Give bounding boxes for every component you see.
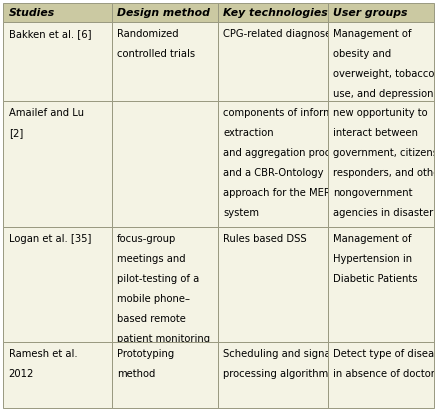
Text: new opportunity to

interact between

government, citizens,

responders, and oth: new opportunity to interact between gove… (333, 108, 437, 238)
Text: Ramesh et al.

2012: Ramesh et al. 2012 (9, 349, 77, 379)
Text: Detect type of disease

in absence of doctor: Detect type of disease in absence of doc… (333, 349, 437, 379)
Text: CPG-related diagnoses: CPG-related diagnoses (223, 30, 337, 39)
Bar (3, 22, 112, 101)
Bar (3, 3, 112, 22)
Bar (112, 3, 218, 22)
Text: Key technologies: Key technologies (223, 8, 328, 18)
Bar (218, 342, 328, 408)
Bar (3, 101, 112, 226)
Bar (112, 101, 218, 226)
Bar (112, 226, 218, 342)
Bar (218, 22, 328, 101)
Bar (3, 342, 112, 408)
Bar (328, 101, 434, 226)
Bar (328, 226, 434, 342)
Bar (328, 342, 434, 408)
Text: Scheduling and signal

processing algorithms: Scheduling and signal processing algorit… (223, 349, 334, 379)
Bar (3, 226, 112, 342)
Bar (218, 226, 328, 342)
Bar (112, 22, 218, 101)
Bar (328, 22, 434, 101)
Text: Management of

Hypertension in

Diabetic Patients: Management of Hypertension in Diabetic P… (333, 234, 418, 284)
Text: Prototyping

method: Prototyping method (117, 349, 174, 379)
Text: Bakken et al. [6]: Bakken et al. [6] (9, 30, 91, 39)
Text: Design method: Design method (117, 8, 210, 18)
Text: components of information

extraction

and aggregation process,

and a CBR-Ontol: components of information extraction and… (223, 108, 358, 218)
Text: focus-group

meetings and

pilot-testing of a

mobile phone–

based remote

pati: focus-group meetings and pilot-testing o… (117, 234, 210, 344)
Bar (328, 3, 434, 22)
Text: Amailef and Lu

[2]: Amailef and Lu [2] (9, 108, 84, 138)
Text: Management of

obesity and

overweight, tobacco

use, and depression in

adults : Management of obesity and overweight, to… (333, 30, 437, 120)
Text: User groups: User groups (333, 8, 408, 18)
Text: Studies: Studies (9, 8, 55, 18)
Bar (218, 101, 328, 226)
Bar (218, 3, 328, 22)
Bar (112, 342, 218, 408)
Text: Randomized

controlled trials: Randomized controlled trials (117, 30, 195, 60)
Text: Logan et al. [35]: Logan et al. [35] (9, 234, 91, 244)
Text: Rules based DSS: Rules based DSS (223, 234, 307, 244)
